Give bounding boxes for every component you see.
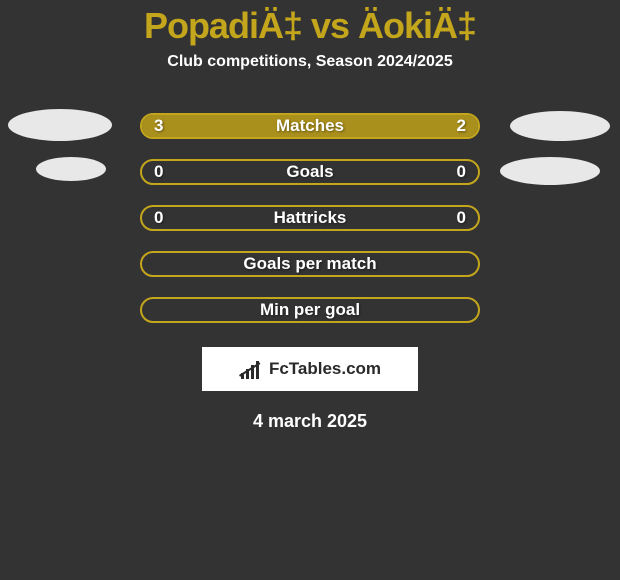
- stat-value-right: 0: [457, 162, 466, 182]
- stat-bar: 3 Matches 2: [140, 113, 480, 139]
- page-subtitle: Club competitions, Season 2024/2025: [0, 53, 620, 71]
- stat-value-left: 3: [154, 116, 163, 136]
- site-logo: FcTables.com: [202, 347, 418, 391]
- player-ellipse-left: [8, 109, 112, 141]
- stat-value-left: 0: [154, 208, 163, 228]
- stat-value-left: 0: [154, 162, 163, 182]
- stat-label: Goals: [286, 162, 333, 182]
- stat-row: Goals per match: [0, 251, 620, 277]
- stat-bar: Min per goal: [140, 297, 480, 323]
- logo-text: FcTables.com: [269, 359, 381, 379]
- stat-row: 0 Goals 0: [0, 159, 620, 185]
- stat-bar: 0 Hattricks 0: [140, 205, 480, 231]
- stat-label: Hattricks: [274, 208, 347, 228]
- footer-date: 4 march 2025: [0, 411, 620, 432]
- page-title: PopadiÄ‡ vs ÄokiÄ‡: [0, 5, 620, 47]
- stat-row: 0 Hattricks 0: [0, 205, 620, 231]
- stat-label: Matches: [276, 116, 344, 136]
- comparison-container: PopadiÄ‡ vs ÄokiÄ‡ Club competitions, Se…: [0, 0, 620, 432]
- stat-value-right: 0: [457, 208, 466, 228]
- logo-chart-icon: [239, 359, 263, 379]
- player-ellipse-right: [510, 111, 610, 141]
- stat-bar: 0 Goals 0: [140, 159, 480, 185]
- stat-bar: Goals per match: [140, 251, 480, 277]
- stat-label: Goals per match: [243, 254, 376, 274]
- stat-row: 3 Matches 2: [0, 113, 620, 139]
- stats-section: 3 Matches 2 0 Goals 0 0 Hattricks 0 Goals per mat…: [0, 113, 620, 323]
- stat-value-right: 2: [457, 116, 466, 136]
- stat-label: Min per goal: [260, 300, 360, 320]
- player-ellipse-right: [500, 157, 600, 185]
- player-ellipse-left: [36, 157, 106, 181]
- stat-row: Min per goal: [0, 297, 620, 323]
